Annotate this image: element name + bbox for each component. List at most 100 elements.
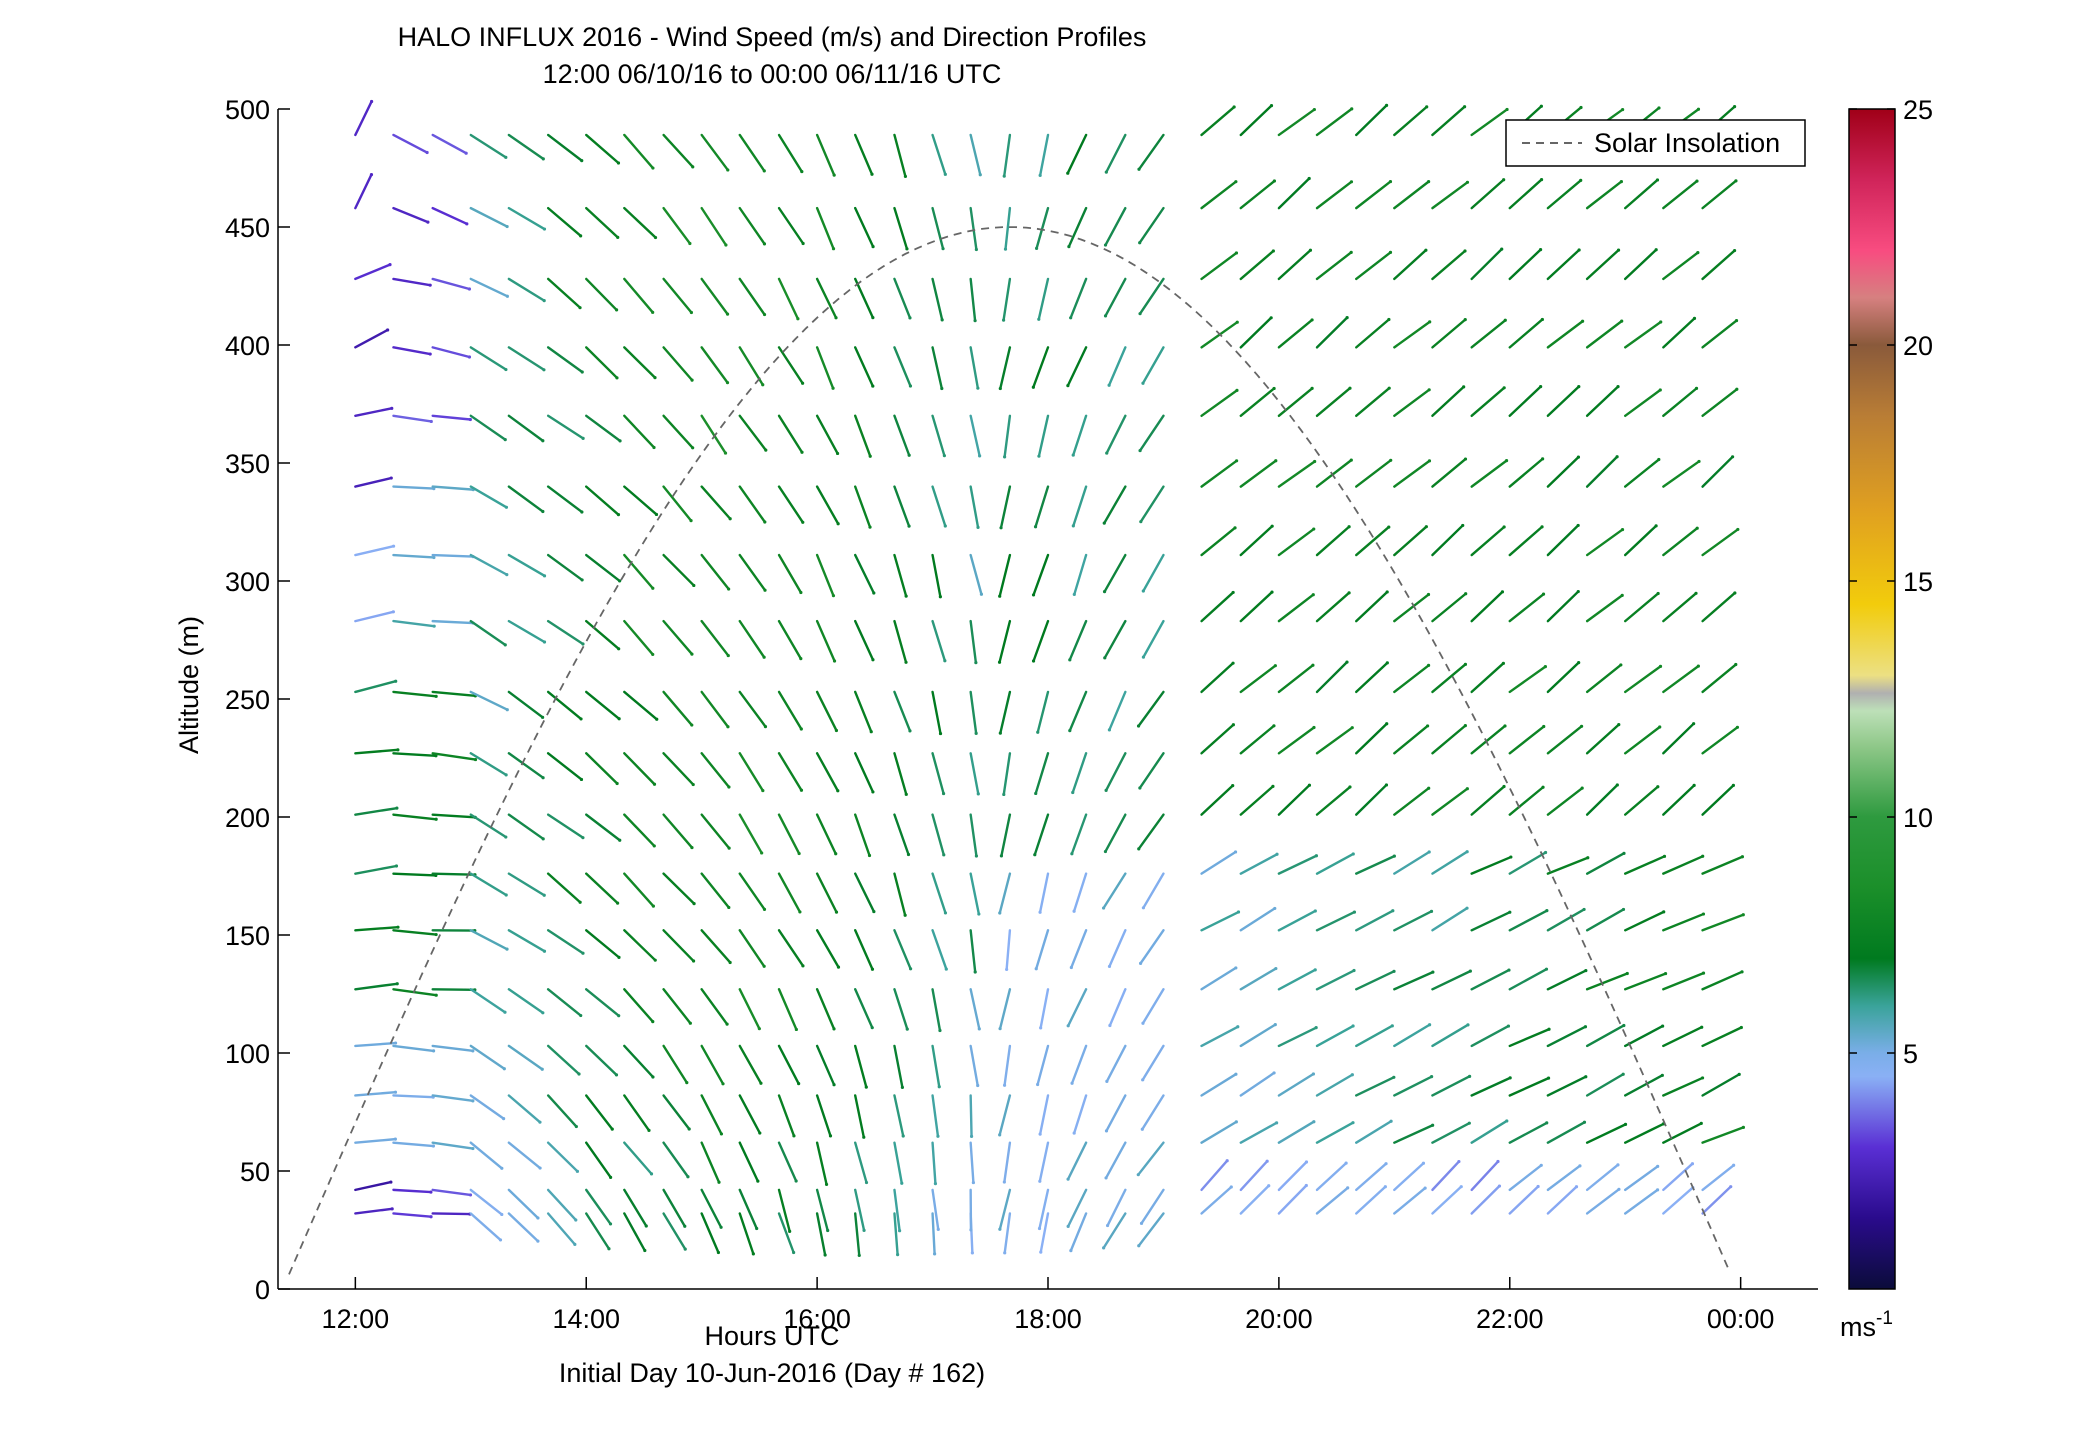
wind-barb-head (973, 319, 976, 322)
wind-barb-head (542, 157, 545, 160)
wind-barb-head (394, 1138, 397, 1141)
wind-barb-head (1734, 663, 1737, 666)
wind-barb (1510, 911, 1547, 931)
wind-barb (586, 753, 617, 783)
wind-barb-head (1138, 241, 1141, 244)
wind-barb (933, 555, 941, 597)
wind-barb-head (390, 407, 393, 410)
wind-barb-head (692, 902, 695, 905)
wind-barb-head (581, 642, 584, 645)
wind-barb (1663, 1027, 1701, 1046)
wind-barb-head (971, 1251, 974, 1254)
wind-barb (894, 279, 909, 318)
wind-barb-head (1464, 724, 1467, 727)
wind-barb (1073, 753, 1086, 792)
wind-barb-head (618, 439, 621, 442)
wind-barb (1202, 786, 1233, 815)
wind-barb-head (692, 959, 695, 962)
wind-barb (1279, 1074, 1314, 1095)
wind-barb (1472, 726, 1505, 753)
wind-barb (1202, 461, 1237, 487)
wind-barb-head (432, 1049, 435, 1052)
wind-barb (971, 753, 979, 794)
wind-barb (1663, 973, 1703, 989)
wind-barb-head (1314, 968, 1317, 971)
wind-barb (1432, 459, 1465, 487)
wind-barb (509, 874, 544, 896)
wind-barb-head (999, 732, 1002, 735)
wind-barb (740, 555, 765, 590)
wind-barb-head (868, 854, 871, 857)
wind-barb-head (906, 1028, 909, 1031)
wind-barb-head (801, 964, 804, 967)
wind-barb-head (1626, 972, 1629, 975)
wind-barb-head (725, 1023, 728, 1026)
wind-barb-head (832, 1083, 835, 1086)
wind-barb (855, 416, 870, 456)
wind-barb (1317, 109, 1352, 135)
wind-barb-head (837, 522, 840, 525)
wind-barb (1356, 1164, 1386, 1190)
wind-barb-head (580, 578, 583, 581)
wind-barb-head (1305, 1160, 1308, 1163)
wind-barb-head (1233, 105, 1236, 108)
wind-barb-head (504, 643, 507, 646)
wind-barb (1039, 279, 1048, 319)
wind-barb (355, 408, 391, 415)
wind-barb-head (1071, 791, 1074, 794)
wind-barb-head (1274, 664, 1277, 667)
wind-barb (1040, 1095, 1048, 1134)
wind-barb-head (617, 513, 620, 516)
wind-barb (1000, 347, 1010, 388)
wind-barb (702, 621, 729, 655)
wind-barb (548, 1213, 575, 1244)
wind-barb-head (1509, 1076, 1512, 1079)
wind-barb-head (391, 1207, 394, 1210)
wind-barb (779, 815, 799, 854)
wind-barb-head (435, 695, 438, 698)
wind-barb (1587, 1124, 1625, 1142)
wind-barb-head (1691, 1162, 1694, 1165)
wind-barb-head (543, 574, 546, 577)
wind-barb-head (1507, 968, 1510, 971)
wind-barb-head (832, 594, 835, 597)
wind-barb (509, 135, 543, 159)
wind-barb-head (1732, 1164, 1735, 1167)
wind-barb-head (1542, 593, 1545, 596)
wind-barb-head (905, 595, 908, 598)
y-tick-label: 50 (240, 1157, 270, 1187)
wind-barb-head (1427, 180, 1430, 183)
wind-barb-head (978, 1027, 981, 1030)
wind-barb-head (1496, 1160, 1499, 1163)
wind-barb-head (939, 732, 942, 735)
wind-barb (1143, 347, 1163, 383)
wind-barb-head (795, 1179, 798, 1182)
wind-barb (1625, 787, 1658, 815)
wind-barb (1356, 1187, 1385, 1214)
wind-barb (393, 555, 433, 557)
wind-barb (855, 692, 871, 732)
wind-barb (1004, 279, 1010, 320)
wind-barb-head (871, 384, 874, 387)
wind-barb (894, 555, 906, 596)
colorbar-tick-label: 25 (1903, 95, 1933, 125)
wind-barb (1356, 1077, 1394, 1095)
wind-barb-head (758, 1027, 761, 1030)
wind-barb-head (1502, 178, 1505, 181)
wind-barb-head (1273, 179, 1276, 182)
wind-barb (1510, 387, 1541, 416)
y-tick-label: 250 (225, 685, 270, 715)
wind-barb-head (761, 789, 764, 792)
wind-barb-head (432, 556, 435, 559)
wind-barb (971, 487, 978, 528)
wind-barb (971, 555, 982, 594)
wind-barb (1587, 725, 1619, 754)
wind-barb-head (1700, 1026, 1703, 1029)
wind-barb (1356, 971, 1394, 989)
wind-barb-head (1142, 589, 1145, 592)
wind-barb (586, 815, 620, 841)
wind-barb (1073, 416, 1086, 455)
wind-barb (1279, 1122, 1314, 1143)
wind-barb (1356, 105, 1386, 135)
wind-barb (817, 1046, 834, 1085)
